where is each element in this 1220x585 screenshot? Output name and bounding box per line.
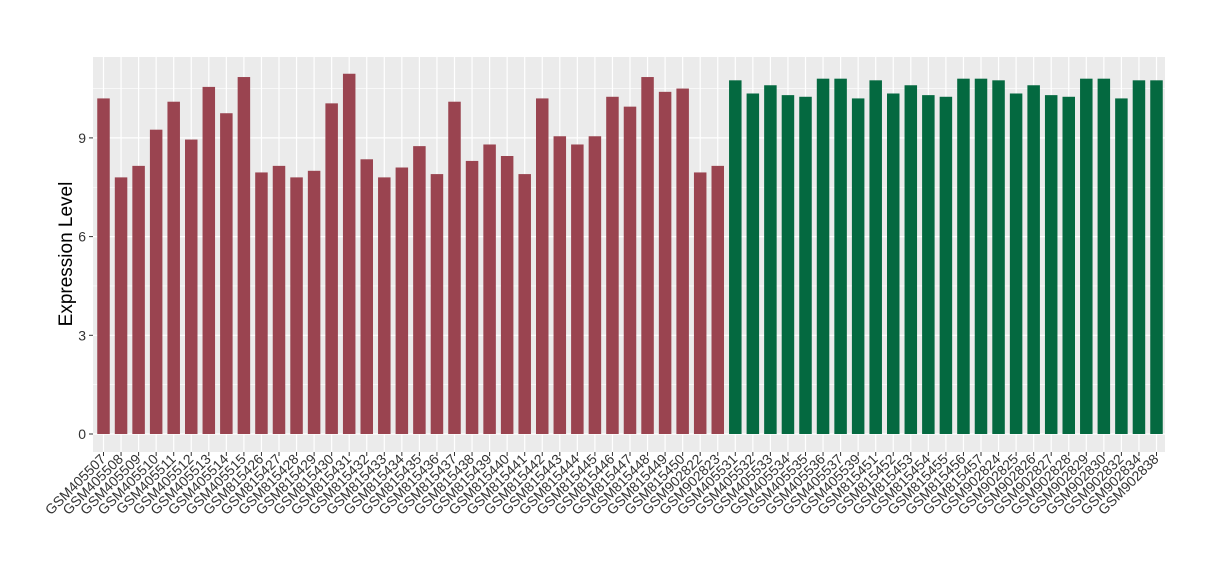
- bar-GSM405535: [799, 96, 812, 434]
- bar-GSM815445: [588, 136, 602, 434]
- bar-GSM405511: [167, 101, 180, 435]
- bar-GSM815429: [307, 170, 321, 435]
- bar-GSM902825: [1009, 93, 1023, 435]
- bar-GSM405514: [220, 113, 233, 434]
- bar-GSM405509: [132, 165, 145, 434]
- bar-GSM405532: [746, 93, 760, 435]
- bar-GSM815433: [378, 177, 391, 434]
- y-tick-label: 6: [78, 229, 86, 245]
- bar-GSM405510: [149, 129, 163, 434]
- y-tick-label: 0: [78, 426, 86, 442]
- bar-GSM815456: [957, 78, 970, 435]
- bar-GSM405512: [185, 139, 198, 435]
- bar-GSM815443: [553, 136, 567, 434]
- bar-GSM815444: [571, 144, 584, 435]
- bar-GSM815431: [342, 73, 356, 434]
- bar-GSM902832: [1115, 98, 1128, 435]
- bar-GSM902827: [1044, 95, 1058, 434]
- bar-GSM815435: [413, 146, 426, 435]
- bar-GSM815451: [869, 80, 882, 434]
- x-axis: GSM405507GSM405508GSM405509GSM405510GSM4…: [42, 451, 1162, 518]
- bar-GSM815457: [974, 78, 988, 435]
- bar-GSM902823: [711, 165, 724, 434]
- bar-GSM902826: [1027, 85, 1040, 434]
- bar-GSM815437: [448, 101, 461, 435]
- bar-GSM815449: [658, 91, 672, 434]
- y-axis: 0 3 6 9: [78, 130, 93, 442]
- bar-GSM405536: [816, 78, 830, 435]
- bar-GSM405531: [729, 80, 742, 434]
- bar-GSM405513: [202, 86, 216, 435]
- bar-GSM815452: [887, 93, 900, 435]
- bar-GSM815441: [518, 174, 531, 434]
- bar-GSM902824: [992, 80, 1005, 434]
- bar-GSM902828: [1062, 96, 1075, 434]
- bar-GSM815439: [483, 144, 496, 435]
- bar-GSM902829: [1080, 78, 1093, 435]
- y-axis-label: Expression Level: [56, 182, 77, 327]
- bar-GSM815436: [430, 174, 444, 434]
- bar-GSM815450: [676, 88, 689, 435]
- bar-GSM405539: [851, 98, 865, 435]
- bar-GSM902822: [693, 172, 707, 434]
- bar-GSM902830: [1097, 78, 1111, 435]
- bar-GSM815455: [939, 96, 953, 434]
- bar-GSM902838: [1150, 80, 1163, 434]
- bar-GSM815428: [290, 177, 303, 434]
- bar-GSM815438: [465, 160, 479, 434]
- bar-GSM405508: [114, 177, 128, 434]
- bars: [97, 73, 1163, 435]
- bar-GSM815427: [272, 165, 286, 434]
- bar-GSM815434: [395, 167, 409, 434]
- bar-GSM815442: [536, 98, 549, 435]
- bar-GSM815448: [641, 77, 654, 434]
- bar-GSM405534: [781, 95, 795, 434]
- bar-GSM815430: [325, 103, 338, 435]
- bar-GSM815426: [255, 172, 268, 434]
- y-tick-label: 3: [78, 327, 86, 343]
- bar-GSM815454: [922, 95, 935, 434]
- bar-GSM815440: [500, 156, 514, 434]
- bar-GSM405515: [237, 77, 251, 434]
- bar-GSM815453: [904, 85, 918, 434]
- bar-GSM815446: [606, 96, 619, 434]
- bar-GSM815447: [623, 106, 637, 435]
- y-tick-label: 9: [78, 130, 86, 146]
- bar-GSM902834: [1132, 80, 1146, 434]
- bar-GSM405533: [764, 85, 777, 434]
- bar-GSM815432: [360, 159, 373, 435]
- bar-GSM405537: [834, 78, 847, 435]
- bar-GSM405507: [97, 98, 110, 435]
